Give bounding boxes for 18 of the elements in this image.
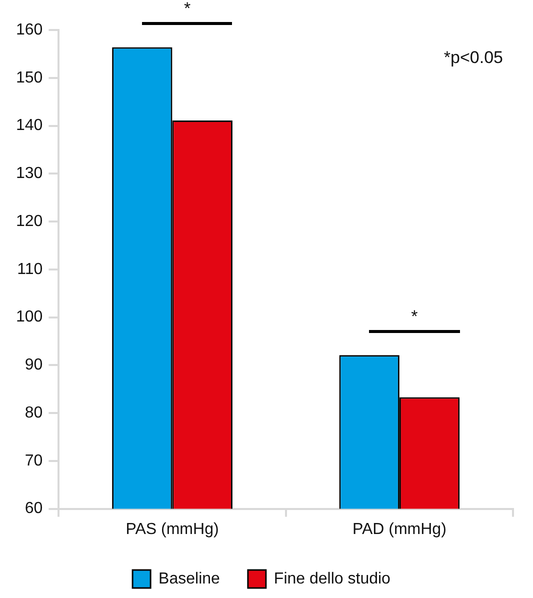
y-tick-label: 70 — [24, 452, 43, 470]
y-tick-label: 130 — [16, 165, 43, 182]
text: * — [183, 0, 192, 20]
y-tick-label: 90 — [24, 356, 43, 374]
annotation: *p<0.05 — [444, 48, 503, 68]
y-tick-label: 100 — [16, 308, 43, 326]
y-tick-label: 150 — [16, 69, 43, 86]
x-tick-label: PAS (mmHg) — [126, 520, 219, 538]
y-tick-label: 160 — [16, 21, 43, 38]
y-tick-label: 110 — [17, 260, 43, 278]
y-tick-label: 140 — [16, 117, 43, 134]
y-tick-label: 80 — [24, 404, 43, 422]
annotation: * — [410, 307, 419, 328]
y-tick-label: 120 — [16, 212, 43, 230]
legend-label: Baseline — [158, 570, 220, 588]
x-tick-label: PAD (mmHg) — [352, 520, 446, 538]
y-tick-label: 60 — [24, 500, 43, 518]
legend-label: Fine dello studio — [274, 570, 391, 588]
